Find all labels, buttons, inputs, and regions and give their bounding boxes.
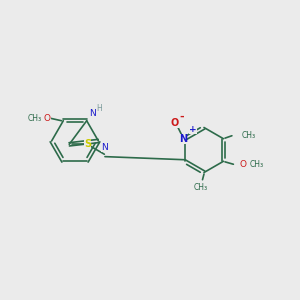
- Text: O: O: [170, 118, 179, 128]
- Text: N: N: [101, 142, 108, 152]
- Text: CH₃: CH₃: [194, 183, 208, 192]
- Text: N: N: [89, 109, 95, 118]
- Text: CH₃: CH₃: [242, 131, 256, 140]
- Text: H: H: [96, 103, 102, 112]
- Text: O: O: [44, 114, 51, 123]
- Text: S: S: [84, 139, 92, 149]
- Text: O: O: [239, 160, 246, 169]
- Text: +: +: [189, 124, 197, 134]
- Text: N: N: [179, 134, 187, 144]
- Text: CH₃: CH₃: [27, 114, 41, 123]
- Text: -: -: [179, 112, 184, 122]
- Text: CH₃: CH₃: [249, 160, 263, 169]
